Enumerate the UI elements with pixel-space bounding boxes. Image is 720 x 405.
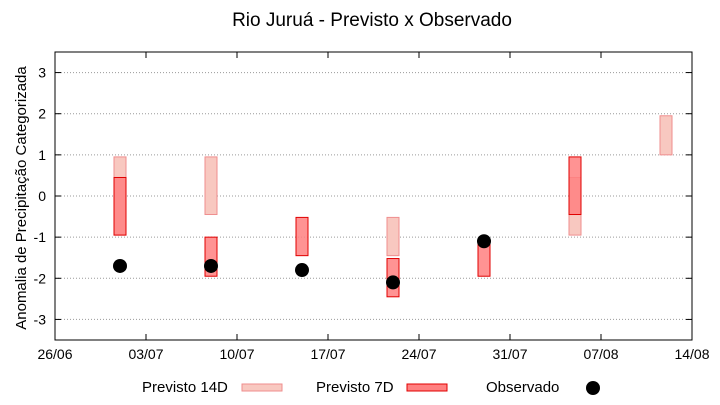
bar-previsto-14d xyxy=(659,115,673,156)
point-observado xyxy=(386,275,400,290)
series-previsto-7d xyxy=(113,156,582,298)
axis-ticks: 3 2 1 0 -1 -2 -3 26/06 03/07 10/07 17/07 24/07 31/07… xyxy=(34,52,710,362)
legend-marker-observado xyxy=(586,381,600,395)
grid-lines xyxy=(55,72,692,320)
bar-previsto-14d xyxy=(386,216,400,257)
legend: Previsto 14D Previsto 7D Observado xyxy=(142,379,600,396)
bar-previsto-7d xyxy=(295,216,309,257)
y-tick-label: 2 xyxy=(38,106,46,122)
x-tick-label: 10/07 xyxy=(219,346,254,362)
y-tick-label: -1 xyxy=(34,229,47,245)
legend-label-previsto-7d: Previsto 7D xyxy=(316,379,394,396)
x-tick-label: 26/06 xyxy=(37,346,72,362)
chart-title: Rio Juruá - Previsto x Observado xyxy=(232,10,512,31)
y-tick-label: 3 xyxy=(38,65,46,81)
y-tick-label: -3 xyxy=(34,311,47,327)
y-tick-label: 1 xyxy=(38,147,46,163)
series-observado xyxy=(113,234,491,290)
bar-previsto-7d xyxy=(113,176,127,236)
x-tick-label: 07/08 xyxy=(583,346,618,362)
legend-swatch-previsto-7d xyxy=(406,383,448,392)
legend-swatch-previsto-14d xyxy=(241,383,283,392)
x-tick-label: 14/08 xyxy=(674,346,709,362)
x-tick-label: 24/07 xyxy=(401,346,436,362)
y-axis-label: Anomalia de Precipitação Categorizada xyxy=(13,66,30,330)
y-tick-label: -2 xyxy=(34,270,47,286)
bar-previsto-7d xyxy=(568,156,582,216)
bar-previsto-14d xyxy=(204,156,218,216)
x-tick-label: 31/07 xyxy=(492,346,527,362)
legend-label-previsto-14d: Previsto 14D xyxy=(142,379,228,396)
x-tick-label: 17/07 xyxy=(310,346,345,362)
y-tick-label: 0 xyxy=(38,188,46,204)
series-previsto-14d xyxy=(113,115,673,257)
x-tick-label: 03/07 xyxy=(128,346,163,362)
point-observado xyxy=(113,258,127,273)
legend-label-observado: Observado xyxy=(486,379,559,396)
point-observado xyxy=(295,263,309,278)
point-observado xyxy=(204,258,218,273)
point-observado xyxy=(477,234,491,249)
